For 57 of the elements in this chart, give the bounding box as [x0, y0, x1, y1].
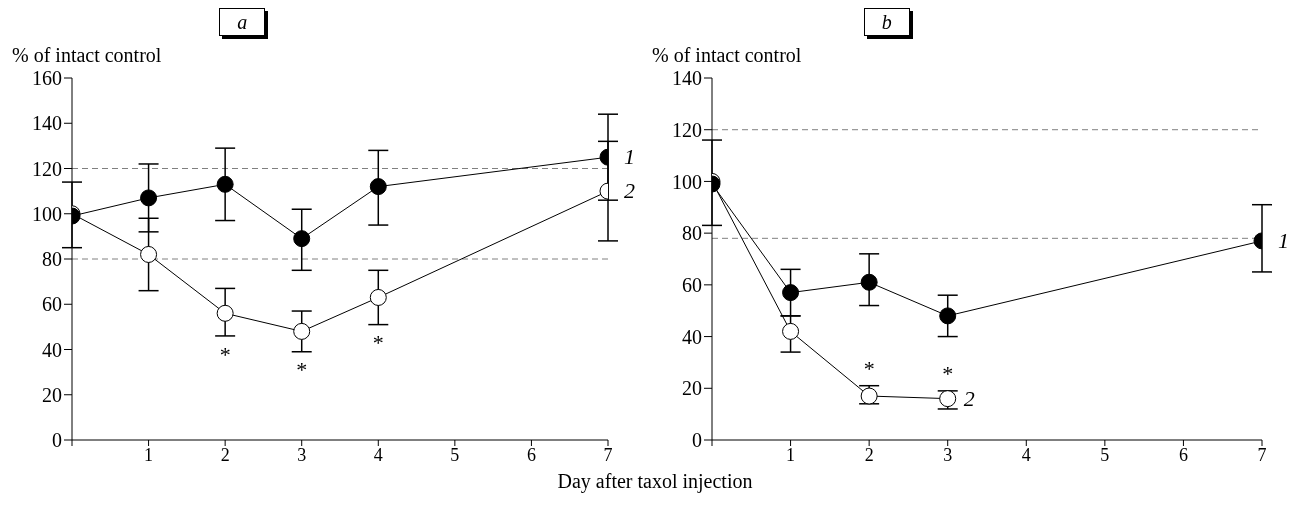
x-tick-label: 3: [943, 444, 953, 465]
x-tick-label: 6: [526, 444, 536, 465]
y-tick-label: 20: [42, 383, 62, 406]
x-tick-label: 2: [220, 444, 230, 465]
y-tick-label: 140: [672, 67, 702, 90]
x-axis-title: Day after taxol injection: [556, 470, 754, 493]
y-tick-label: 140: [32, 112, 62, 135]
annotation: *: [942, 360, 954, 386]
x-tick-label: 7: [1257, 444, 1267, 465]
x-tick-label: 1: [786, 444, 796, 465]
series-label: 2: [624, 178, 635, 204]
point: [939, 307, 957, 325]
y-tick-label: 80: [42, 248, 62, 271]
point: [782, 322, 800, 340]
y-axis-title: % of intact control: [12, 44, 162, 67]
series-label: 1: [1278, 227, 1289, 253]
annotation: *: [372, 330, 384, 356]
series-label: 2: [963, 385, 975, 411]
y-tick-label: 100: [672, 170, 702, 193]
y-tick-label: 120: [32, 157, 62, 180]
y-tick-label: 40: [42, 338, 62, 361]
x-tick-label: 7: [603, 444, 613, 465]
y-tick-label: 0: [692, 429, 702, 452]
x-tick-label: 1: [144, 444, 154, 465]
series-label: 1: [624, 144, 635, 170]
y-tick-label: 40: [682, 325, 702, 348]
point: [216, 304, 234, 322]
annotation: *: [219, 341, 231, 367]
y-axis-title: % of intact control: [652, 44, 802, 67]
point: [860, 273, 878, 291]
chart-title: a: [219, 8, 266, 36]
point: [216, 175, 234, 193]
point: [782, 284, 800, 302]
y-tick-label: 80: [682, 222, 702, 245]
y-tick-label: 60: [682, 273, 702, 296]
y-tick-label: 0: [52, 429, 62, 452]
point: [369, 178, 387, 196]
y-tick-label: 120: [672, 118, 702, 141]
y-tick-label: 20: [682, 377, 702, 400]
x-tick-label: 4: [1021, 444, 1031, 465]
x-tick-label: 5: [450, 444, 460, 465]
x-tick-label: 3: [297, 444, 307, 465]
y-tick-label: 60: [42, 293, 62, 316]
y-tick-label: 160: [32, 67, 62, 90]
x-tick-label: 6: [1178, 444, 1188, 465]
point: [293, 322, 311, 340]
x-tick-label: 5: [1100, 444, 1110, 465]
annotation: *: [296, 357, 308, 383]
x-tick-label: 2: [864, 444, 874, 465]
chart-title: b: [863, 8, 910, 36]
point: [293, 230, 311, 248]
annotation: *: [863, 355, 875, 381]
point: [140, 245, 158, 263]
x-tick-label: 4: [373, 444, 383, 465]
point: [140, 189, 158, 207]
point: [369, 288, 387, 306]
y-tick-label: 100: [32, 202, 62, 225]
